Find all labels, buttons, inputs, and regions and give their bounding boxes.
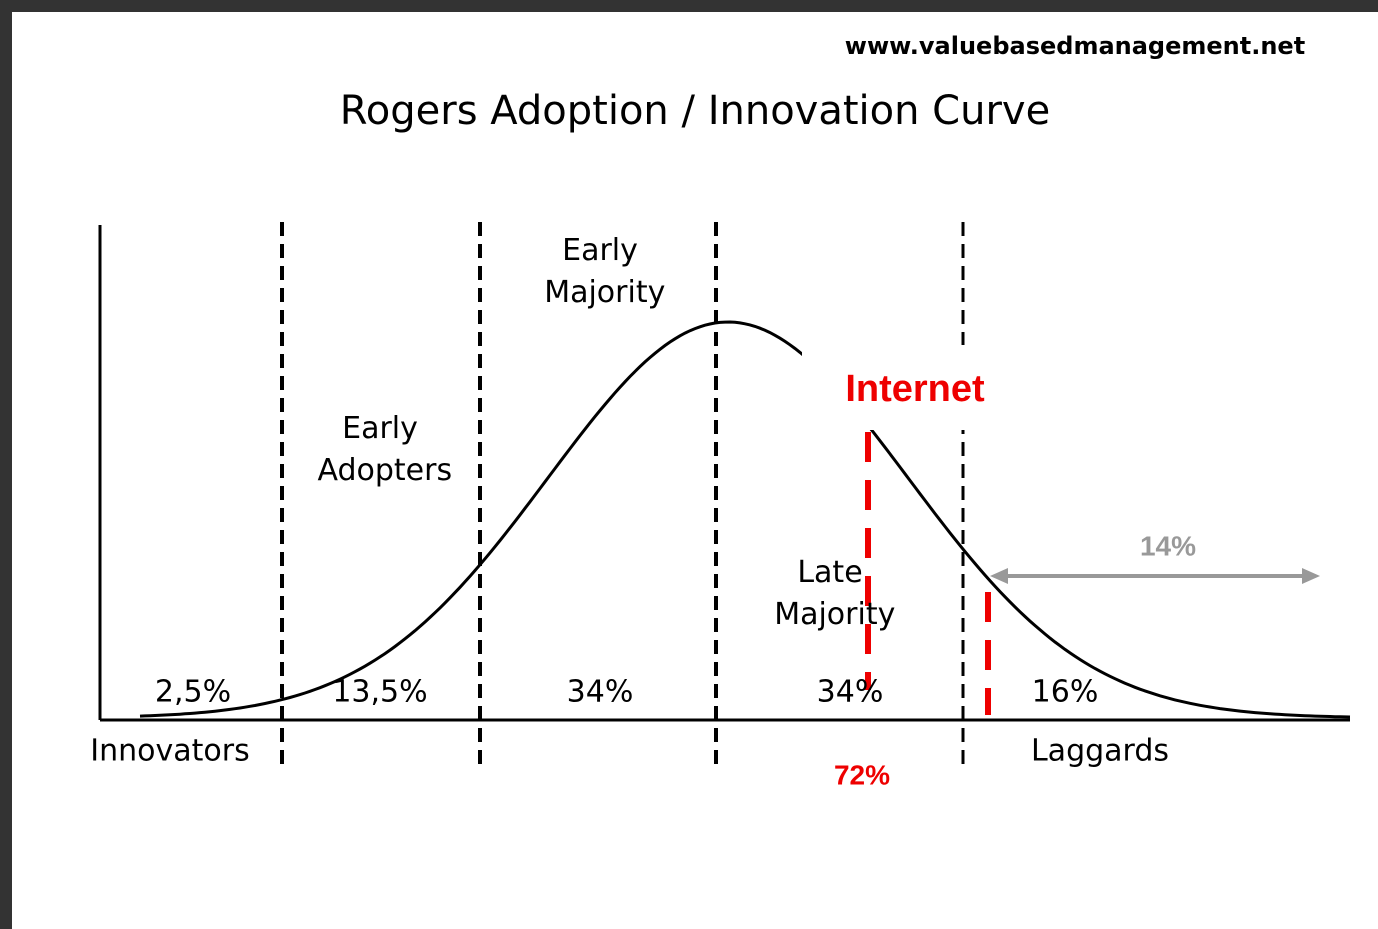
segment-share: 2,5% xyxy=(155,675,231,710)
arrow-head xyxy=(1302,568,1320,584)
internet-markers xyxy=(865,432,991,715)
adoption-label: 72% xyxy=(834,759,890,790)
bell-curve xyxy=(139,320,1351,719)
internet-label: Internet xyxy=(845,368,985,410)
axes xyxy=(98,225,1350,722)
source: www.valuebasedmanagement.net xyxy=(845,32,1305,60)
canvas xyxy=(12,12,1378,929)
segment-share: 34% xyxy=(567,675,634,710)
segment-names: Innovators Early Adopters Early Majority… xyxy=(90,233,1169,769)
title: Rogers Adoption / Innovation Curve xyxy=(340,88,1050,134)
segment-name: Late Majority xyxy=(765,555,896,632)
segment-name: Innovators xyxy=(90,734,249,769)
segment-name: Early Majority xyxy=(535,233,666,310)
segment-share: 16% xyxy=(1032,675,1099,710)
segment-share: 13,5% xyxy=(332,675,427,710)
dividers xyxy=(280,222,965,765)
segment-name: Early Adopters xyxy=(308,411,452,488)
label-background xyxy=(802,345,1012,430)
segment-share: 34% xyxy=(817,675,884,710)
segment-name: Laggards xyxy=(1031,734,1169,769)
segment-shares: 2,5% 13,5% 34% 34% 16% xyxy=(155,675,1098,710)
remaining-arrow xyxy=(990,568,1320,584)
arrow-head xyxy=(990,568,1008,584)
remaining-label: 14% xyxy=(1140,530,1196,561)
